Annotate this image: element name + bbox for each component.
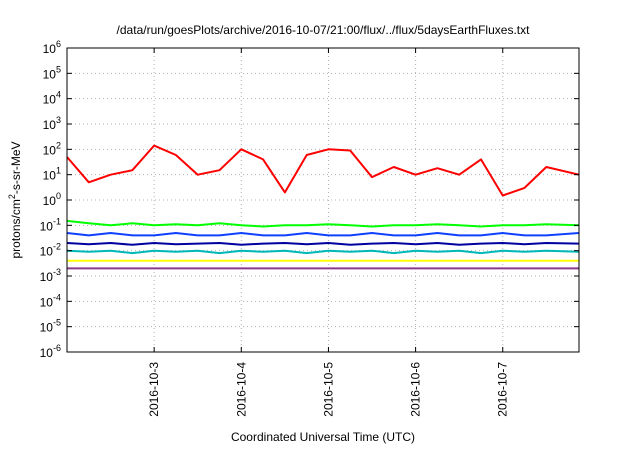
y-tick-label: 100 xyxy=(43,191,61,208)
y-tick-label: 105 xyxy=(43,64,61,81)
series-line-3 xyxy=(66,242,580,246)
y-tick-label: 10-1 xyxy=(40,216,61,233)
y-tick-label: 10-6 xyxy=(40,343,61,360)
y-tick-label: 104 xyxy=(43,90,61,107)
y-axis: 10-6 10-5 10-4 10-3 10-2 10-1 100 101 102 103 104 1… xyxy=(40,39,579,360)
y-tick-label: 10-5 xyxy=(40,318,61,335)
x-axis: 2016-10-3 2016-10-4 2016-10-5 2016-10-6 2016… xyxy=(147,48,510,417)
x-tick-label: 2016-10-4 xyxy=(234,362,248,417)
y-tick-label: 10-4 xyxy=(40,292,61,309)
x-axis-label: Coordinated Universal Time (UTC) xyxy=(231,430,415,444)
y-tick-label: 102 xyxy=(43,140,61,157)
y-tick-label: 10-2 xyxy=(40,242,61,259)
x-tick-label: 2016-10-6 xyxy=(409,362,423,417)
chart-title: /data/run/goesPlots/archive/2016-10-07/2… xyxy=(117,23,531,37)
y-tick-label: 10-3 xyxy=(40,267,61,284)
series-line-1 xyxy=(66,219,580,228)
y-tick-label: 106 xyxy=(43,39,61,56)
series-layer xyxy=(66,144,580,270)
grid xyxy=(67,48,579,352)
y-tick-label: 101 xyxy=(43,166,61,183)
series-line-2 xyxy=(66,232,580,237)
series-line-4 xyxy=(66,249,580,255)
x-tick-label: 2016-10-3 xyxy=(147,362,161,417)
y-tick-label: 103 xyxy=(43,115,61,132)
series-line-0 xyxy=(66,144,580,197)
y-axis-label: protons/cm2-s-sr-MeV xyxy=(7,141,23,258)
x-tick-label: 2016-10-5 xyxy=(321,362,335,417)
x-tick-label: 2016-10-7 xyxy=(496,362,510,417)
